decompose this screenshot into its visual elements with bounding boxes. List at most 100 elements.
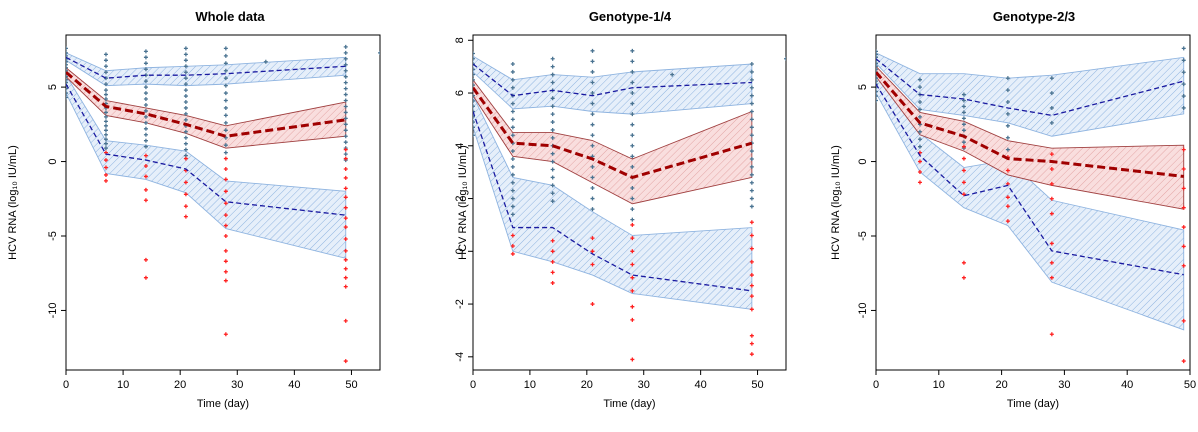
observed-point-blq [749,233,754,238]
y-axis-label: HCV RNA (log₁₀ IU/mL) [7,145,19,260]
observed-point-blq [183,192,188,197]
observed-point [630,80,635,85]
observed-point [473,93,475,98]
observed-point [550,183,555,188]
observed-point-blq [343,225,348,230]
observed-point-blq [343,318,348,323]
observed-point [749,156,754,161]
observed-point [143,102,148,107]
observed-point [749,164,754,169]
observed-point-blq [103,178,108,183]
observed-point-blq [343,275,348,280]
observed-point [103,64,108,69]
observed-point [510,117,515,122]
observed-point-blq [1181,263,1186,268]
observed-point-blq [749,246,754,251]
x-tick-label: 10 [933,379,945,391]
plot-frame [472,34,787,371]
observed-point [510,77,515,82]
observed-point [66,86,68,91]
observed-point [343,68,348,73]
observed-point [473,56,475,61]
observed-point-blq [343,186,348,191]
observed-point [917,107,922,112]
observed-point [550,56,555,61]
observed-point [473,133,475,138]
observed-point [961,140,966,145]
observed-point [590,69,595,74]
observed-point [183,52,188,57]
observed-point-blq [550,259,555,264]
observed-point-blq [510,233,515,238]
plot-frame [65,34,381,371]
y-tick-label: 0 [857,158,869,164]
x-tick-label: 40 [695,379,707,391]
observed-point-blq [343,266,348,271]
observed-point [473,98,475,103]
observed-point-blq [143,198,148,203]
observed-point [223,135,228,140]
observed-point [183,64,188,69]
observed-point [223,91,228,96]
observed-point [103,123,108,128]
observed-point [749,117,754,122]
observed-point [343,92,348,97]
median-line [876,71,1184,178]
observed-point-blq [1181,359,1186,364]
observed-point [1005,111,1010,116]
x-axis-label: Time (day) [603,398,655,410]
observed-point [876,94,878,99]
y-tick-label: -10 [857,302,869,318]
observed-point-blq [343,147,348,152]
observed-point [343,134,348,139]
panel-2: Genotype-1/4 0 10 20 30 40 50 -4 -2 0 2 4 6 8 Time (da… [454,9,787,410]
observed-point [143,85,148,90]
observed-point [550,112,555,117]
observed-point [876,52,878,57]
observed-point-blq [1049,196,1054,201]
observed-point [183,105,188,110]
y-tick-label: 5 [857,84,869,90]
observed-point [143,120,148,125]
observed-point [1181,105,1186,110]
observed-point [1005,147,1010,152]
plot-area [876,46,1186,364]
observed-point [876,49,878,54]
upper-percentile-band [473,55,753,115]
observed-point [343,56,348,61]
x-tick-label: 20 [995,379,1007,391]
y-tick-label: 8 [454,37,466,43]
observed-point-blq [103,165,108,170]
y-axis-label: HCV RNA (log₁₀ IU/mL) [830,145,842,260]
observed-point [917,85,922,90]
observed-point-blq [749,283,754,288]
observed-point [510,188,515,193]
observed-point [1181,70,1186,75]
observed-point [66,95,68,100]
observed-point [66,65,68,70]
observed-point [183,70,188,75]
observed-point [876,61,878,66]
observed-point [510,156,515,161]
observed-point [103,114,108,119]
observed-point-blq [590,236,595,241]
observed-point [263,59,268,64]
observed-point [183,111,188,116]
observed-point-blq [1181,205,1186,210]
observed-point [66,77,68,82]
observed-point-blq [223,259,228,264]
observed-point [876,82,878,87]
observed-point [223,61,228,66]
observed-point [143,49,148,54]
observed-point [103,119,108,124]
observed-point [630,59,635,64]
observed-point [749,172,754,177]
observed-point [1049,120,1054,125]
observed-point [473,109,475,114]
observed-point [876,55,878,60]
observed-point [343,104,348,109]
observed-point [103,128,108,133]
observed-point [510,180,515,185]
observed-point [343,110,348,115]
observed-point [183,58,188,63]
